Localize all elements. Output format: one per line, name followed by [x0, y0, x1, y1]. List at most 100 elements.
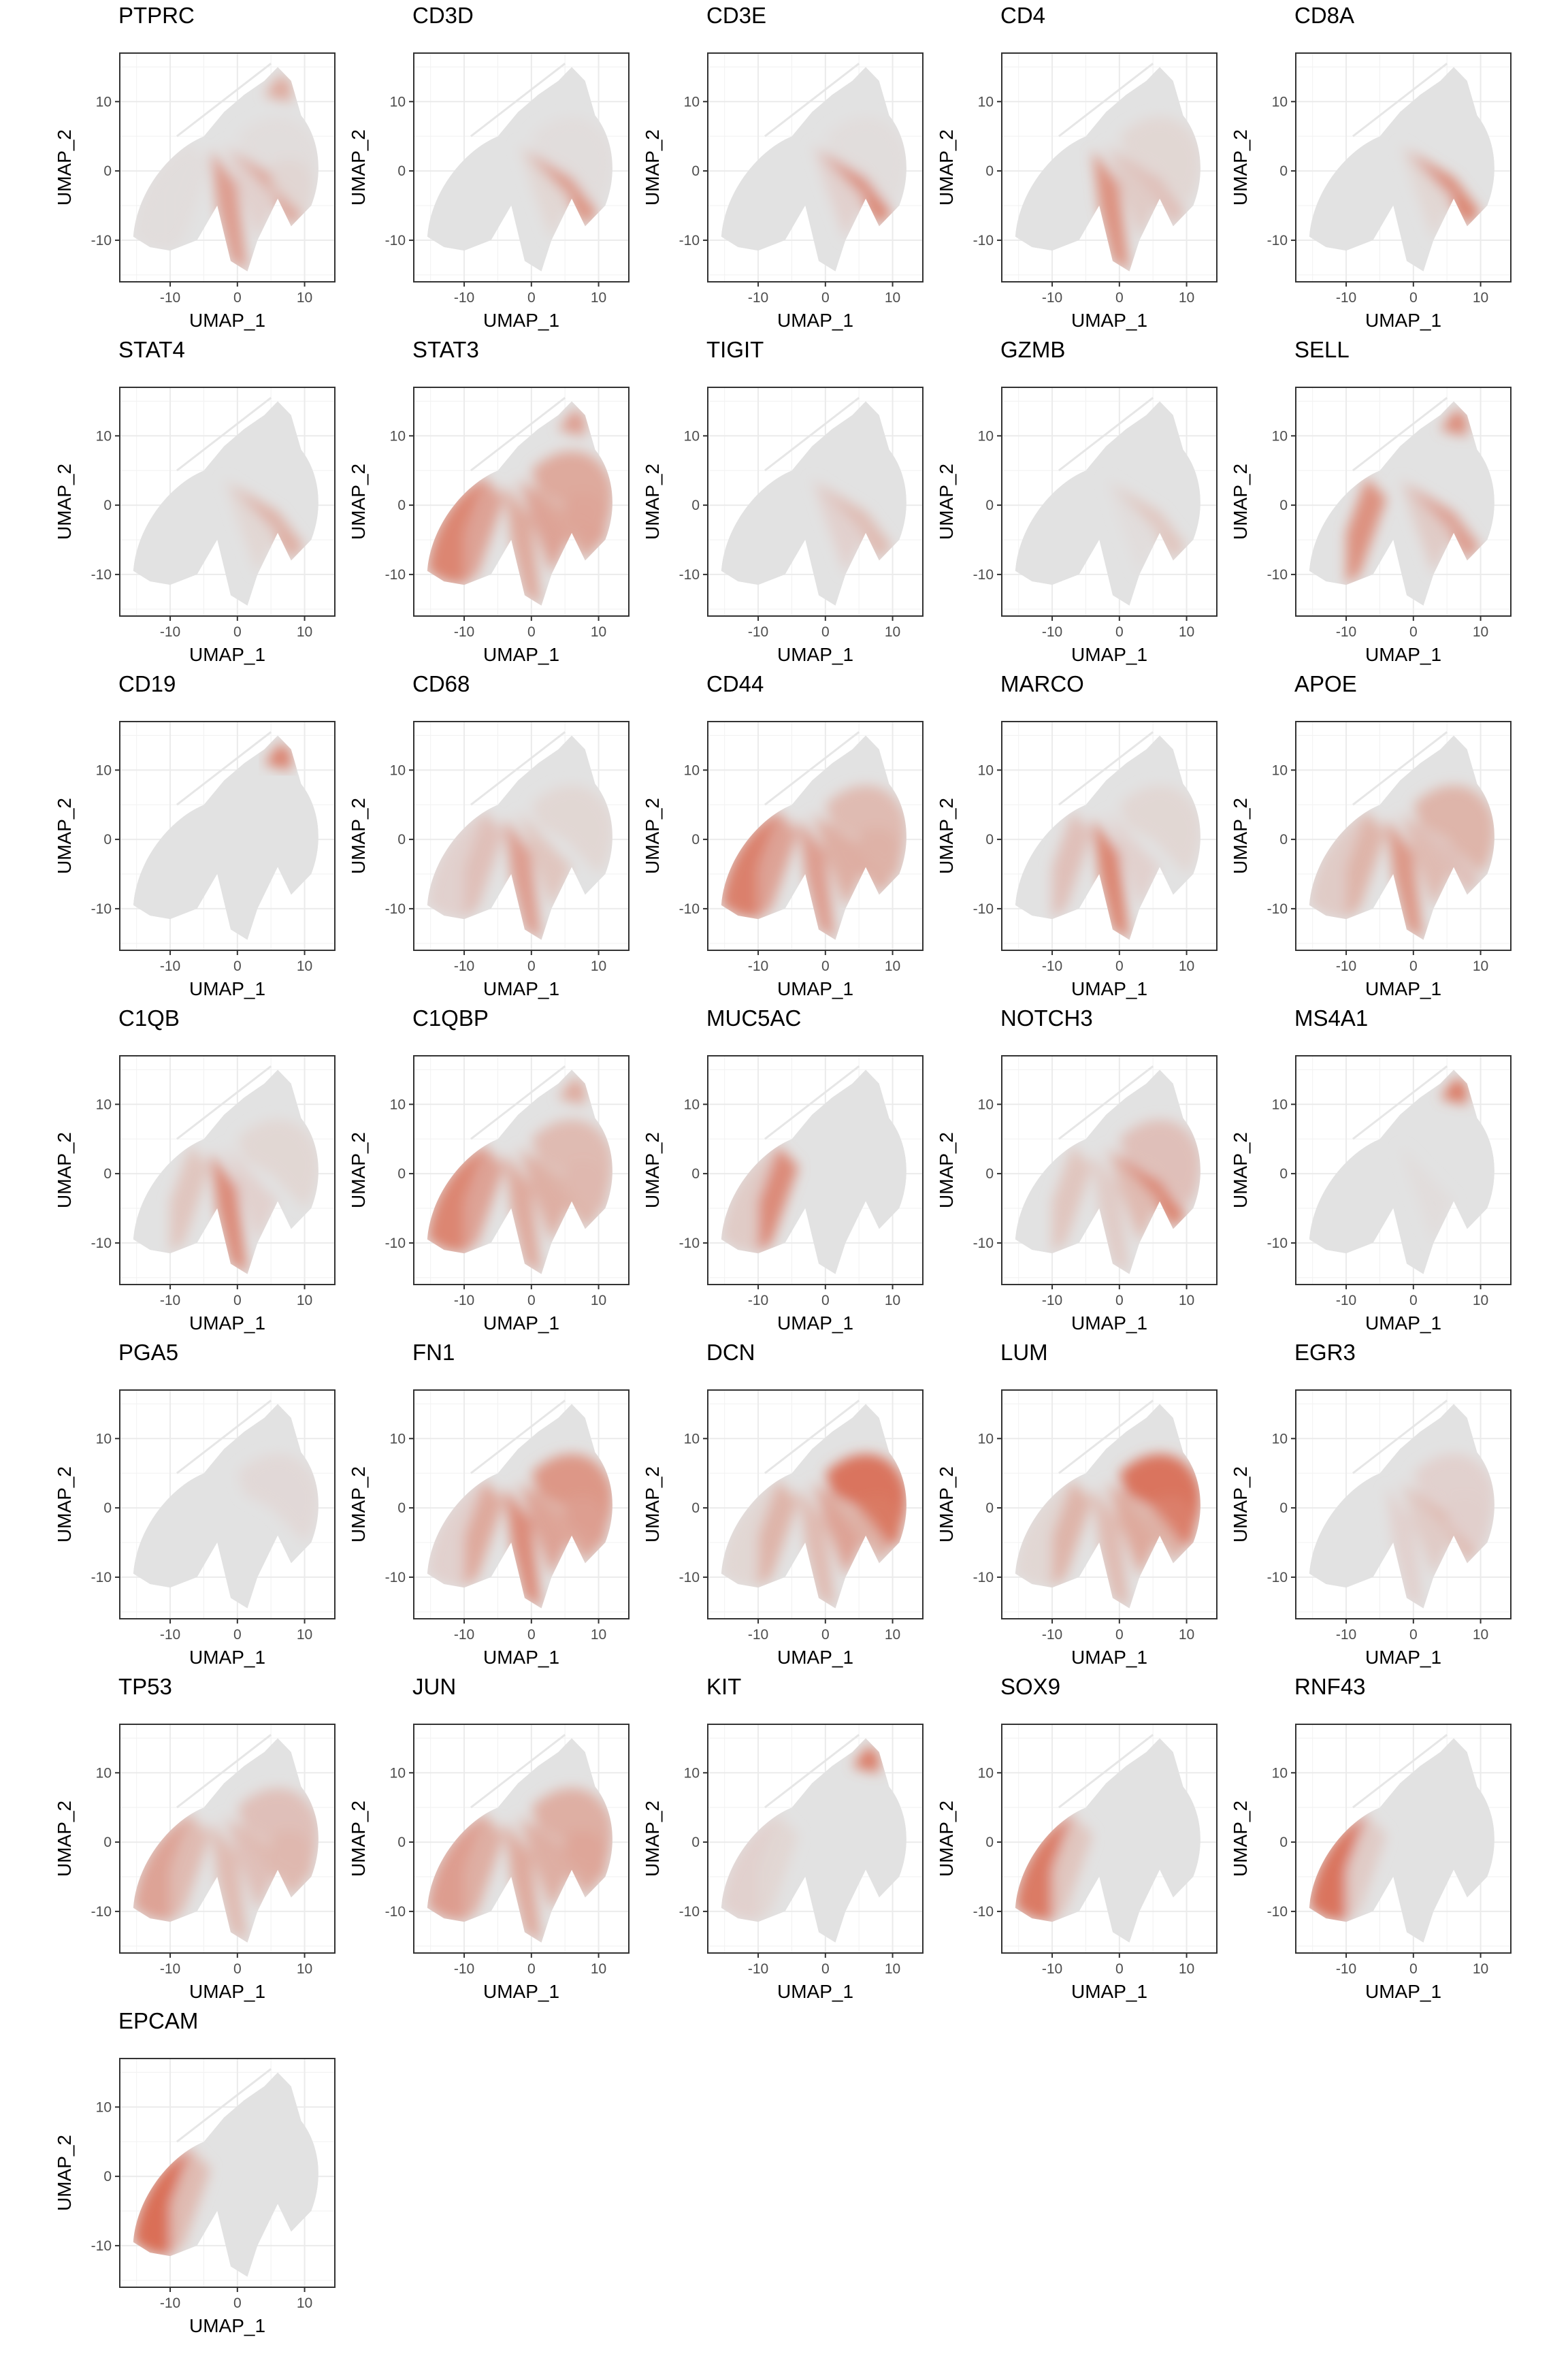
y-tick-label: 0 [397, 832, 406, 848]
expression-layer [518, 116, 612, 240]
y-axis-label: UMAP_2 [936, 1132, 957, 1208]
x-tick-label: -10 [748, 1293, 768, 1308]
expression-layer [1106, 477, 1187, 575]
y-tick-label: -10 [1267, 1570, 1288, 1585]
y-axis-label: UMAP_2 [348, 1132, 369, 1208]
x-tick-label: 0 [527, 1293, 536, 1308]
expression-region-mid [224, 477, 278, 575]
y-tick-label: -10 [973, 1236, 994, 1251]
expression-region-mid [518, 143, 572, 240]
expression-region-epith [1309, 1814, 1367, 1922]
cell-streak [470, 1065, 566, 1140]
expression-region-tcell [230, 1821, 305, 1898]
expression-layer [1092, 116, 1200, 272]
cell-streak [1058, 1400, 1154, 1474]
x-tick-label: 10 [1179, 1627, 1194, 1643]
expression-region-mid [518, 1146, 572, 1243]
x-tick-label: 0 [527, 1627, 536, 1643]
y-tick-label: 10 [684, 1431, 700, 1447]
expression-region-bottom [1092, 1487, 1130, 1609]
cell-cloud-base [721, 401, 906, 606]
expression-region-fib [1413, 785, 1494, 874]
panel-border [1001, 721, 1218, 951]
expression-region-mid [224, 1814, 278, 1911]
expression-region-tcell [1406, 1487, 1481, 1564]
cell-cloud [1309, 1738, 1494, 1943]
expression-region-left-arc [1052, 1480, 1093, 1588]
expression-layer [1052, 785, 1200, 940]
cell-streak [1352, 1065, 1448, 1140]
feature-panel-tp53: TP53 -10 0 10 10 0 -10 UMAP_1 UMAP_2 [54, 1674, 336, 2002]
x-tick-label: -10 [1042, 1627, 1062, 1643]
expression-layer [427, 1453, 612, 1609]
x-tick-label: 10 [591, 1293, 606, 1308]
expression-layer [1400, 1076, 1467, 1243]
cell-streak [176, 1400, 272, 1474]
x-tick-label: -10 [1042, 624, 1062, 640]
x-axis-label: UMAP_1 [483, 1981, 559, 2002]
x-tick-label: 10 [1473, 624, 1488, 640]
expression-layer [721, 785, 906, 940]
x-tick-label: 0 [1115, 958, 1124, 974]
panel-border [413, 52, 630, 283]
y-tick-label: -10 [973, 567, 994, 583]
cell-cloud [133, 401, 318, 606]
cell-streak [1058, 1065, 1154, 1140]
x-tick-label: 10 [1473, 958, 1488, 974]
feature-panel-gzmb: GZMB -10 0 10 10 0 -10 UMAP_1 UMAP_2 [936, 337, 1218, 665]
y-axis-label: UMAP_2 [54, 798, 75, 874]
y-axis-label: UMAP_2 [54, 1132, 75, 1208]
x-axis-label: UMAP_1 [1071, 644, 1147, 665]
expression-region-tcell [818, 150, 893, 227]
cell-streak [764, 1400, 860, 1474]
y-tick-label: 0 [103, 498, 112, 513]
x-axis-label: UMAP_1 [483, 644, 559, 665]
y-tick-label: 10 [978, 1097, 994, 1112]
cell-cloud [1015, 401, 1200, 606]
expression-region-epith [427, 1814, 485, 1922]
x-tick-label: -10 [160, 2295, 180, 2311]
y-tick-label: -10 [385, 901, 406, 917]
expression-region-mid [1400, 1146, 1454, 1243]
y-axis-label: UMAP_2 [936, 129, 957, 206]
expression-layer [133, 74, 318, 272]
x-tick-label: 0 [233, 1293, 242, 1308]
expression-region-epith [133, 143, 191, 251]
cell-cloud [133, 67, 318, 272]
feature-panel-kit: KIT -10 0 10 10 0 -10 UMAP_1 UMAP_2 [642, 1674, 924, 2002]
expression-region-right [565, 1830, 607, 1884]
expression-region-top-tip [1440, 408, 1467, 436]
x-axis-label: UMAP_1 [1365, 1312, 1441, 1334]
x-tick-label: -10 [1042, 1293, 1062, 1308]
x-tick-label: -10 [160, 1293, 180, 1308]
feature-panel-cd8a: CD8A -10 0 10 10 0 -10 UMAP_1 UMAP_2 [1230, 3, 1512, 331]
y-tick-label: -10 [973, 1570, 994, 1585]
y-tick-label: 0 [103, 1166, 112, 1182]
cell-cloud [427, 735, 612, 940]
y-tick-label: 0 [691, 1835, 700, 1850]
cell-streak [176, 397, 272, 472]
feature-panel-sell: SELL -10 0 10 10 0 -10 UMAP_1 UMAP_2 [1230, 337, 1512, 665]
y-axis-label: UMAP_2 [642, 798, 663, 874]
x-tick-label: 10 [591, 290, 606, 306]
cell-cloud [721, 1069, 906, 1274]
panel-title: CD44 [706, 671, 764, 696]
y-axis-label: UMAP_2 [54, 129, 75, 206]
cell-streak [1058, 397, 1154, 472]
panel-border [119, 1055, 336, 1285]
expression-region-left-arc [758, 1480, 799, 1588]
x-tick-label: -10 [454, 624, 474, 640]
expression-region-fib [1119, 116, 1200, 206]
panel-title: FN1 [412, 1340, 455, 1365]
panel-title: CD68 [412, 671, 470, 696]
expression-region-tcell [524, 1487, 599, 1564]
y-tick-label: 0 [397, 498, 406, 513]
expression-region-mid [518, 1814, 572, 1911]
x-tick-label: -10 [160, 290, 180, 306]
cell-cloud [721, 401, 906, 606]
y-tick-label: 0 [103, 163, 112, 179]
expression-layer [427, 408, 612, 606]
expression-region-epith [721, 811, 779, 920]
cell-streak [176, 1065, 272, 1140]
cell-streak [176, 731, 272, 806]
